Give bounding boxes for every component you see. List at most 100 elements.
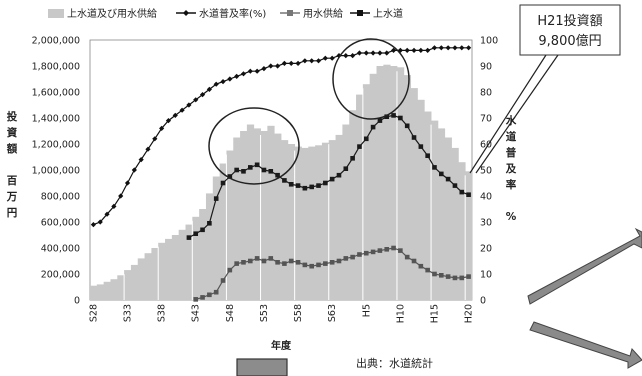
series-point bbox=[193, 231, 199, 236]
bar bbox=[362, 84, 371, 300]
y-left-label-char: 百 bbox=[7, 175, 18, 187]
y-right-tick-label: 40 bbox=[480, 192, 492, 203]
series-point bbox=[418, 263, 424, 269]
series-point bbox=[282, 261, 287, 266]
rate-point bbox=[104, 211, 110, 217]
source-note: 出典：水道統計 bbox=[356, 356, 433, 370]
rate-point bbox=[288, 60, 294, 66]
series-point bbox=[411, 258, 417, 264]
series-point bbox=[329, 176, 335, 182]
rate-point bbox=[138, 157, 144, 163]
series-point bbox=[268, 169, 274, 174]
series-point bbox=[213, 289, 219, 295]
series-point bbox=[200, 295, 205, 300]
y-right-label-char: 率 bbox=[506, 178, 517, 191]
series-point bbox=[295, 183, 301, 188]
y-left-tick-label: 1,000,000 bbox=[32, 166, 80, 177]
series-point bbox=[384, 114, 390, 119]
callout-line1: H21投資額 bbox=[537, 13, 602, 29]
series-point bbox=[288, 258, 294, 264]
rate-point bbox=[90, 222, 97, 228]
series-point bbox=[425, 267, 430, 273]
y-right-tick-label: 50 bbox=[480, 166, 492, 177]
bar bbox=[376, 66, 384, 300]
bar bbox=[444, 137, 452, 300]
rate-point bbox=[159, 125, 165, 131]
bar bbox=[403, 75, 412, 300]
y-right-tick-label: 70 bbox=[480, 114, 492, 125]
bar bbox=[90, 285, 98, 300]
x-tick-label: H10 bbox=[395, 304, 406, 323]
bar bbox=[253, 128, 261, 300]
bar bbox=[328, 140, 336, 300]
series-point bbox=[391, 245, 396, 251]
series-point bbox=[275, 172, 280, 178]
x-tick-label: S33 bbox=[123, 304, 134, 322]
rate-point bbox=[268, 63, 274, 69]
series-point bbox=[234, 261, 239, 266]
series-point bbox=[248, 258, 253, 264]
series-point bbox=[336, 258, 342, 264]
bars-layer bbox=[90, 64, 473, 300]
rate-point bbox=[186, 102, 192, 108]
callout-pointer-1 bbox=[469, 54, 547, 174]
rate-point bbox=[329, 55, 335, 61]
legend-label-bar: 上水道及び用水供給 bbox=[67, 7, 157, 20]
series-point bbox=[241, 260, 246, 265]
markers-layer bbox=[90, 45, 472, 302]
series-point bbox=[268, 256, 274, 261]
series-point bbox=[207, 221, 212, 226]
rate-point bbox=[336, 53, 342, 59]
x-tick-label: S38 bbox=[157, 304, 168, 322]
series-point bbox=[452, 183, 458, 188]
y-right-tick-label: 30 bbox=[480, 218, 492, 229]
bar bbox=[321, 142, 330, 300]
rate-point bbox=[193, 97, 199, 103]
series-point bbox=[193, 297, 199, 302]
rate-point bbox=[152, 136, 158, 142]
bar bbox=[96, 284, 105, 300]
y-right-label-char: 及 bbox=[506, 163, 517, 175]
bar bbox=[424, 111, 432, 300]
y-right-tick-label: 10 bbox=[480, 270, 492, 281]
x-ticks: S28 S33 S38 S43 S48 S53 S58 S63 H5 H10 H15 H20 bbox=[88, 304, 474, 323]
bar bbox=[219, 163, 227, 300]
series-point bbox=[350, 156, 355, 161]
series-point bbox=[391, 113, 396, 118]
bar bbox=[356, 94, 364, 300]
series-point bbox=[309, 184, 314, 190]
bar bbox=[260, 131, 268, 300]
bar bbox=[171, 235, 180, 300]
arrow-up-right bbox=[527, 227, 642, 305]
y-left-ticks: 0 200,000 400,000 600,000 800,000 1,000,000 1,… bbox=[32, 36, 80, 307]
rate-point bbox=[97, 219, 103, 225]
rate-point bbox=[234, 73, 240, 79]
y-left-tick-label: 1,200,000 bbox=[32, 140, 80, 151]
bar bbox=[308, 146, 316, 300]
rate-point bbox=[111, 203, 117, 209]
callout-pointer-2 bbox=[475, 54, 559, 174]
rate-point bbox=[179, 107, 185, 113]
series-point bbox=[439, 171, 444, 177]
series-point bbox=[363, 250, 369, 256]
rate-point bbox=[254, 68, 260, 74]
y-left-label-char: 額 bbox=[6, 142, 18, 155]
x-axis-label: 年度 bbox=[271, 339, 292, 352]
rate-point bbox=[465, 45, 472, 51]
rate-point bbox=[438, 45, 444, 51]
series-point bbox=[241, 169, 246, 174]
y-left-tick-label: 0 bbox=[74, 296, 80, 307]
y-right-ticks: 0 10 20 30 40 50 60 70 80 90 100 bbox=[480, 36, 498, 307]
y-left-tick-label: 200,000 bbox=[41, 270, 80, 281]
y-left-label-char: 投 bbox=[7, 110, 18, 123]
rate-point bbox=[431, 45, 438, 51]
series-point bbox=[316, 262, 321, 268]
rate-point bbox=[274, 63, 281, 69]
bar bbox=[451, 147, 459, 300]
rate-point bbox=[384, 50, 390, 56]
rate-point bbox=[350, 53, 356, 59]
series-point bbox=[445, 176, 451, 182]
series-point bbox=[466, 192, 471, 197]
series-point bbox=[302, 262, 308, 268]
